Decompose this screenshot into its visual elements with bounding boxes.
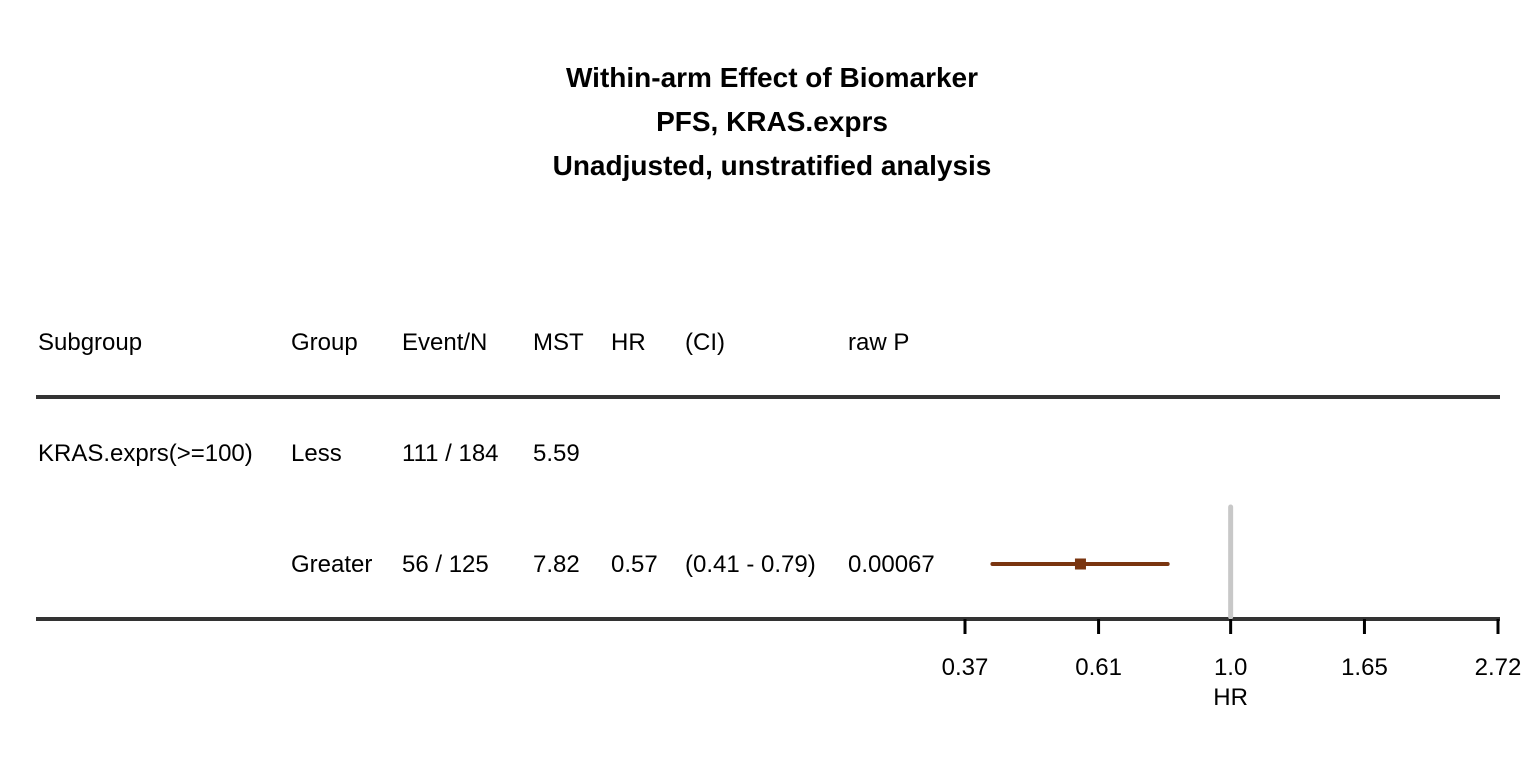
row2-group: Greater xyxy=(291,551,373,578)
x-tick-label: 1.0 xyxy=(1214,654,1247,681)
row1-group: Less xyxy=(291,440,342,467)
row1-mst: 5.59 xyxy=(533,440,580,467)
x-tick-label: 0.37 xyxy=(942,654,989,681)
row2-ci: (0.41 - 0.79) xyxy=(685,551,816,578)
row1-event-n: 111 / 184 xyxy=(402,440,499,467)
header-ci: (CI) xyxy=(685,329,725,356)
row2-raw-p: 0.00067 xyxy=(848,551,935,578)
x-tick-label: 2.72 xyxy=(1475,654,1522,681)
x-tick-label: 1.65 xyxy=(1341,654,1388,681)
header-mst: MST xyxy=(533,329,584,356)
hr-point xyxy=(1074,558,1086,570)
x-axis-label: HR xyxy=(1213,684,1248,711)
header-raw-p: raw P xyxy=(848,329,910,356)
x-tick-label: 0.61 xyxy=(1075,654,1122,681)
row2-hr: 0.57 xyxy=(611,551,658,578)
header-group: Group xyxy=(291,329,358,356)
header-subgroup: Subgroup xyxy=(38,329,143,356)
chart-title-line-3: Unadjusted, unstratified analysis xyxy=(552,150,992,181)
chart-title-line-2: PFS, KRAS.exprs xyxy=(656,106,888,137)
header-event-n: Event/N xyxy=(402,329,488,356)
row2-mst: 7.82 xyxy=(533,551,580,578)
row2-event-n: 56 / 125 xyxy=(402,551,489,578)
header-hr: HR xyxy=(611,329,646,356)
chart-title-line-1: Within-arm Effect of Biomarker xyxy=(565,62,979,93)
row1-subgroup: KRAS.exprs(>=100) xyxy=(38,440,253,467)
